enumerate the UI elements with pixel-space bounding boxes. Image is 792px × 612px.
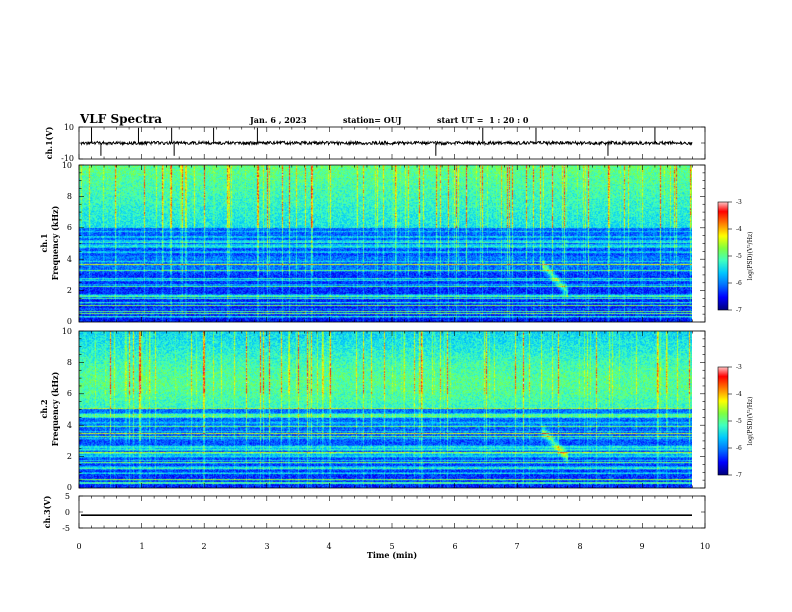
ch3-waveform-ylabel: ch.3(V) [42, 495, 52, 528]
ch2-freq-tick-4: 4 [67, 421, 72, 430]
ch3-waveform-ticks [78, 495, 706, 529]
ch1-spectrogram-image [79, 165, 692, 322]
xtick-2: 2 [201, 542, 206, 551]
ch1-noise-trace [80, 139, 693, 147]
ch1-freq-tick-8: 8 [67, 192, 72, 201]
date-label: Jan. 6 , 2023 [249, 115, 307, 125]
ch1-cb-tick-m3: -3 [736, 199, 742, 206]
ch1-freq-tick-2: 2 [67, 286, 72, 295]
ch2-cb-tick-m4: -4 [736, 391, 742, 398]
ch2-cb-tick-m7: -7 [736, 472, 742, 479]
ch3-ytick-bottom: -5 [62, 524, 70, 533]
ch2-spectrogram-image [79, 331, 692, 488]
ch1-waveform-trace [80, 127, 693, 156]
ch1-spectrogram-ticks [78, 164, 706, 323]
ch2-freq-tick-8: 8 [67, 358, 72, 367]
ch2-spectrogram-panel: 0 2 4 6 8 10 ch.2 Frequency (kHz) [39, 327, 706, 492]
ch1-waveform-panel: 10 -10 ch.1(V) [44, 123, 706, 163]
xtick-1: 1 [139, 542, 144, 551]
ch1-spectrogram-panel: 0 2 4 6 8 10 ch.1 Frequency (kHz) [39, 161, 706, 326]
ch2-spectrogram-ticks [78, 330, 706, 489]
start-time-label: start UT = 1 : 20 : 0 [437, 115, 529, 125]
xtick-5: 5 [389, 542, 394, 551]
ch2-colorbar: -3 -4 -5 -6 -7 log(PSD)(V²/Hz) [717, 364, 754, 479]
ch1-freq-tick-4: 4 [67, 255, 72, 264]
ch1-waveform-ticks [78, 126, 706, 160]
xtick-6: 6 [452, 542, 457, 551]
xtick-0: 0 [76, 542, 81, 551]
ch2-freq-tick-10: 10 [62, 327, 72, 336]
ch1-ytick-bottom: -10 [61, 154, 74, 163]
ch1-freq-tick-0: 0 [67, 317, 72, 326]
xtick-10: 10 [700, 542, 710, 551]
ch1-freq-ylabel: Frequency (kHz) [50, 205, 60, 280]
ch1-colorbar-ticks [728, 201, 732, 311]
ch2-cb-tick-m6: -6 [736, 445, 742, 452]
ch2-freq-tick-0: 0 [67, 483, 72, 492]
ch1-cb-tick-m5: -5 [736, 253, 742, 260]
ch1-colorbar-gradient [718, 202, 728, 310]
ch2-freq-ylabel: Frequency (kHz) [50, 371, 60, 446]
xtick-7: 7 [514, 542, 519, 551]
ch1-ytick-top: 10 [64, 123, 74, 132]
ch1-cb-tick-m7: -7 [736, 307, 742, 314]
time-axis: 0 1 2 3 4 5 6 7 8 9 10 Time (min) [76, 542, 710, 560]
ch2-colorbar-ticks [728, 366, 732, 476]
ch1-waveform-ylabel: ch.1(V) [44, 126, 54, 159]
ch1-cb-tick-m4: -4 [736, 226, 742, 233]
ch1-colorbar: -3 -4 -5 -6 -7 log(PSD)(V²/Hz) [717, 199, 754, 314]
xtick-3: 3 [264, 542, 269, 551]
station-label: station= OUJ [343, 115, 402, 125]
ch3-ytick-mid: 0 [65, 508, 70, 517]
ch2-colorbar-label: log(PSD)(V²/Hz) [747, 397, 754, 446]
ch1-freq-tick-6: 6 [67, 223, 72, 232]
xtick-4: 4 [326, 542, 331, 551]
xtick-9: 9 [639, 542, 644, 551]
ch2-channel-label: ch.2 [39, 399, 49, 418]
ch2-cb-tick-m5: -5 [736, 418, 742, 425]
ch3-waveform-panel: 5 0 -5 ch.3(V) [42, 492, 706, 533]
ch1-cb-tick-m6: -6 [736, 280, 742, 287]
ch2-freq-tick-2: 2 [67, 452, 72, 461]
figure-title: VLF Spectra [79, 112, 162, 126]
ch2-freq-tick-6: 6 [67, 389, 72, 398]
ch3-ytick-top: 5 [65, 492, 70, 501]
time-axis-label: Time (min) [367, 550, 417, 560]
ch1-colorbar-label: log(PSD)(V²/Hz) [747, 232, 754, 281]
ch1-freq-tick-10: 10 [62, 161, 72, 170]
xtick-8: 8 [577, 542, 582, 551]
ch2-cb-tick-m3: -3 [736, 364, 742, 371]
ch1-channel-label: ch.1 [39, 233, 49, 252]
ch2-colorbar-gradient [718, 367, 728, 475]
